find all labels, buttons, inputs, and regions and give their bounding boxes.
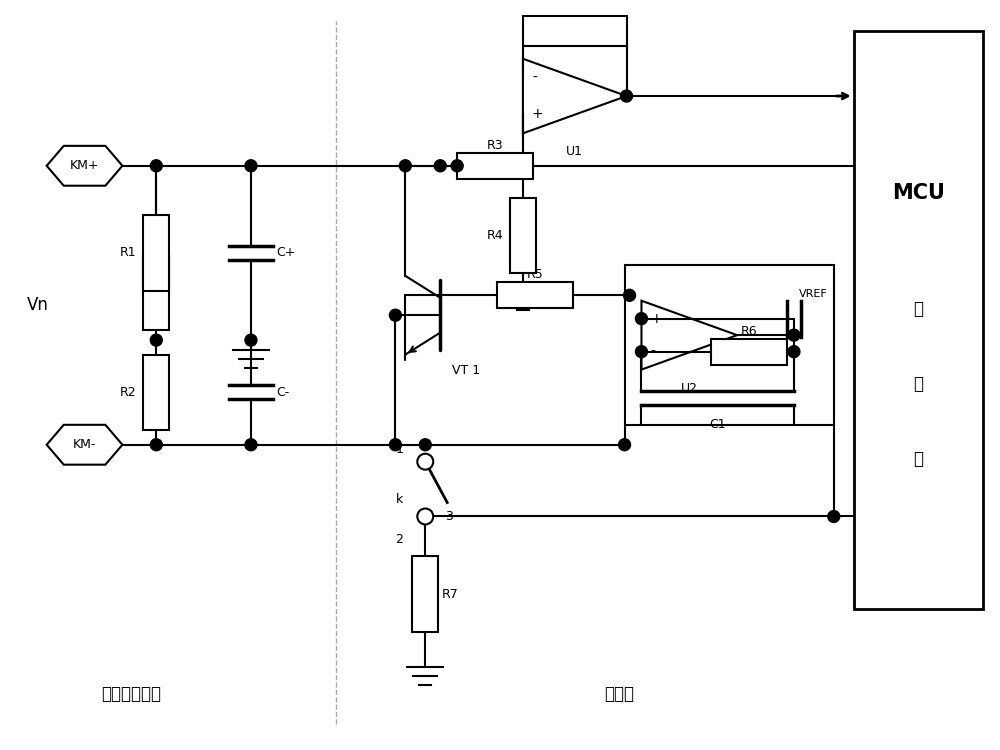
Text: 控: 控: [913, 300, 923, 318]
Circle shape: [150, 334, 162, 346]
Text: R6: R6: [741, 325, 757, 338]
Text: -: -: [650, 345, 655, 358]
Text: 器: 器: [913, 450, 923, 468]
Text: 制: 制: [913, 375, 923, 393]
Circle shape: [417, 509, 433, 524]
Bar: [711, 339, 787, 364]
Bar: [143, 355, 169, 430]
Circle shape: [619, 439, 631, 451]
Circle shape: [828, 511, 840, 523]
Bar: [497, 282, 573, 308]
Bar: [143, 215, 169, 291]
Bar: [143, 254, 169, 330]
Text: R5: R5: [526, 268, 543, 281]
Circle shape: [245, 160, 257, 172]
Text: VT 1: VT 1: [452, 364, 480, 376]
Text: -: -: [532, 71, 537, 86]
Circle shape: [434, 160, 446, 172]
Bar: [457, 153, 533, 178]
Text: KM-: KM-: [73, 438, 96, 452]
Circle shape: [245, 334, 257, 346]
Circle shape: [635, 346, 647, 358]
Circle shape: [621, 90, 633, 102]
Text: 1: 1: [395, 443, 403, 456]
Circle shape: [389, 309, 401, 321]
Circle shape: [389, 439, 401, 451]
Circle shape: [245, 439, 257, 451]
Text: C+: C+: [276, 247, 295, 259]
Text: KM+: KM+: [70, 159, 99, 172]
Text: U1: U1: [566, 146, 583, 158]
Text: k: k: [396, 493, 403, 506]
Bar: [854, 32, 983, 609]
Bar: [412, 556, 438, 632]
Text: 本发明: 本发明: [605, 685, 635, 703]
Circle shape: [451, 160, 463, 172]
Circle shape: [399, 160, 411, 172]
Text: 3: 3: [445, 510, 453, 523]
Circle shape: [788, 346, 800, 358]
Text: 直流电源系统: 直流电源系统: [101, 685, 161, 703]
Text: C1: C1: [709, 418, 726, 430]
Circle shape: [150, 160, 162, 172]
Text: +: +: [650, 311, 662, 326]
Text: R2: R2: [120, 386, 137, 399]
Circle shape: [417, 454, 433, 470]
Text: C-: C-: [276, 386, 289, 399]
Circle shape: [150, 439, 162, 451]
Circle shape: [788, 329, 800, 341]
Bar: [625, 266, 834, 424]
Circle shape: [624, 290, 635, 302]
Text: +: +: [532, 107, 544, 121]
Bar: [523, 16, 627, 46]
Text: Vn: Vn: [27, 296, 49, 314]
Text: R7: R7: [442, 588, 459, 601]
Text: R1: R1: [120, 247, 137, 259]
Text: VREF: VREF: [799, 289, 828, 298]
Text: R4: R4: [487, 229, 503, 242]
Text: MCU: MCU: [892, 183, 945, 203]
Text: R3: R3: [487, 139, 503, 152]
Circle shape: [635, 313, 647, 325]
Bar: [510, 198, 536, 274]
Circle shape: [419, 439, 431, 451]
Text: U2: U2: [681, 382, 698, 394]
Text: 2: 2: [395, 533, 403, 546]
